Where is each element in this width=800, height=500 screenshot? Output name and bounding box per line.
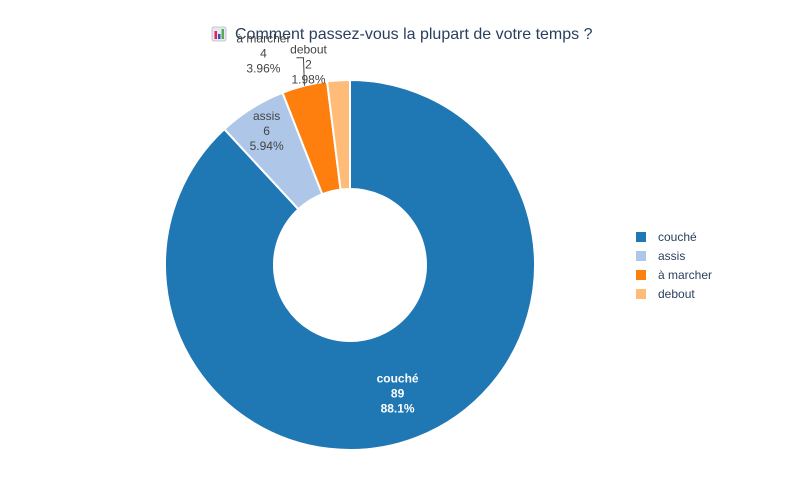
slice-label-couche: couché 89 88.1% [377, 372, 419, 416]
leader-line-a-marcher [296, 57, 305, 86]
slice-label-a-marcher: à marcher 4 3.96% [236, 32, 290, 76]
legend-item-debout[interactable]: debout [636, 287, 695, 301]
chart-title-group: Comment passez-vous la plupart de votre … [211, 26, 593, 43]
legend-label: debout [658, 287, 695, 301]
legend-item-couche[interactable]: couché [636, 230, 697, 244]
legend-label: assis [658, 249, 685, 263]
slice-labels: couché 89 88.1% assis 6 5.94% à marcher 4 3.96%d… [236, 32, 418, 416]
legend: couché assis à marcher debout [636, 230, 712, 301]
legend-item-a-marcher[interactable]: à marcher [636, 268, 712, 282]
legend-swatch [636, 289, 646, 299]
legend-swatch [636, 270, 646, 280]
legend-item-assis[interactable]: assis [636, 249, 685, 263]
slice-couche[interactable] [164, 78, 536, 451]
donut-slices [164, 78, 536, 451]
legend-swatch [636, 232, 646, 242]
slice-debout[interactable] [325, 78, 351, 191]
slice-label-debout: debout 2 1.98% [290, 42, 327, 86]
legend-label: à marcher [658, 268, 712, 282]
bar-chart-icon [211, 26, 227, 42]
chart-title: Comment passez-vous la plupart de votre … [235, 26, 593, 43]
legend-swatch [636, 251, 646, 261]
slice-label-assis: assis 6 5.94% [250, 109, 284, 153]
legend-label: couché [658, 230, 697, 244]
